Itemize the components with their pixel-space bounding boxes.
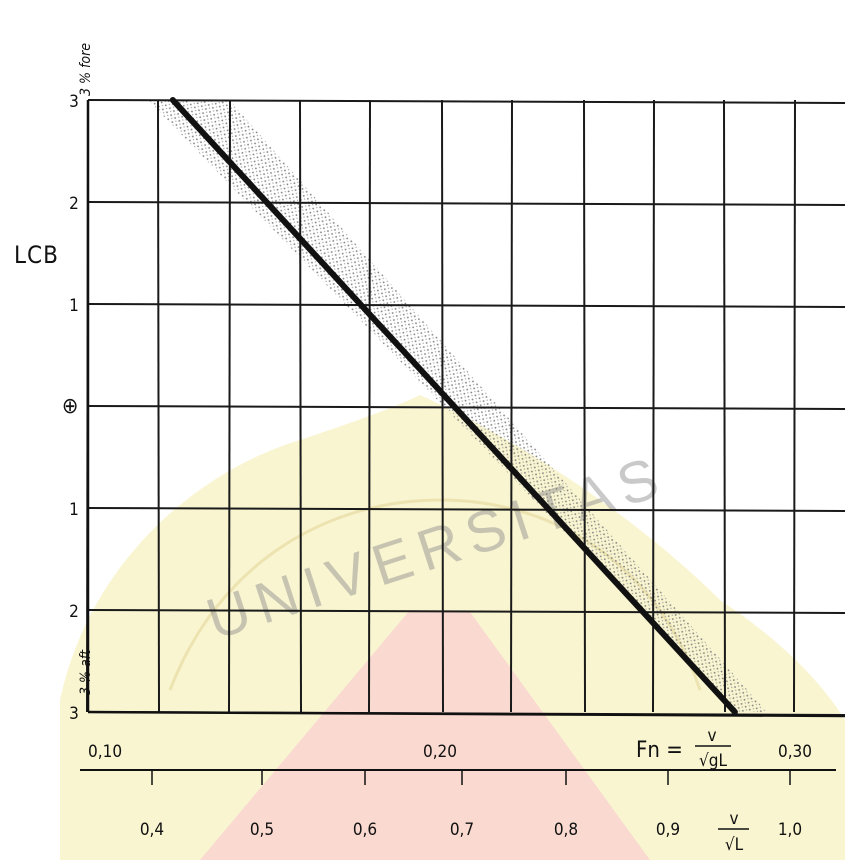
y-axis-ticks: 3 2 1 ⊕ 1 2 3 [62,92,79,724]
watermark-logo: UNIVERSITAS [60,395,845,860]
midship-symbol: ⊕ [62,394,79,419]
y-bottom-end-label: 3 % aft [78,649,94,695]
x-primary-label: Fn = [636,738,683,763]
grid-vline [723,99,726,713]
y-tick-label: 3 [69,92,79,112]
x-secondary-tick-label: 0,6 [353,820,377,840]
x-secondary-tick-label: 0,5 [250,820,274,840]
grid-vline [368,99,371,713]
grid [86,99,846,718]
series-line [169,97,738,715]
y-axis-label: LCB [14,241,59,269]
grid-hline [87,99,846,104]
grid-hline [87,201,846,206]
x-secondary-tick-label: 0,8 [554,820,578,840]
grid-hline [87,405,846,410]
x-secondary-tick-label: 0,9 [656,820,680,840]
watermark-red-shape [200,610,650,860]
x-axis-line [87,710,846,718]
grid-hline [87,609,846,614]
x-primary-tick-label: 0,20 [423,742,457,762]
grid-vline [793,99,796,713]
y-top-end-label: 3 % fore [78,43,94,96]
grid-vline [583,99,586,713]
x-secondary-tick-label: 1,0 [778,820,802,840]
y-tick-label: 2 [69,602,79,622]
y-tick-label: 3 [69,704,79,724]
y-tick-label: 2 [69,194,79,214]
grid-vline [510,99,513,713]
grid-vline [652,99,655,713]
grid-hline [87,507,846,512]
grid-hline [87,303,846,308]
x-secondary-tick-label: 0,4 [140,820,164,840]
y-tick-label: 1 [69,296,79,316]
x-primary-tick-label: 0,30 [778,742,812,762]
x-secondary-fraction-num: v [729,809,738,829]
grid-vline [441,99,444,713]
x-secondary-fraction-den: √L [725,835,744,855]
x-primary-tick-label: 0,10 [88,742,122,762]
x-secondary-tick-label: 0,7 [450,820,474,840]
x-primary-fraction-num: v [707,726,716,746]
y-tick-label: 1 [69,500,79,520]
series-line-path [169,97,738,715]
x-primary-fraction-den: √gL [699,751,727,771]
x-axis-ticks: 0,10 0,20 0,30 0,4 0,5 0,6 0,7 0,8 0,9 1,0 [88,742,812,840]
